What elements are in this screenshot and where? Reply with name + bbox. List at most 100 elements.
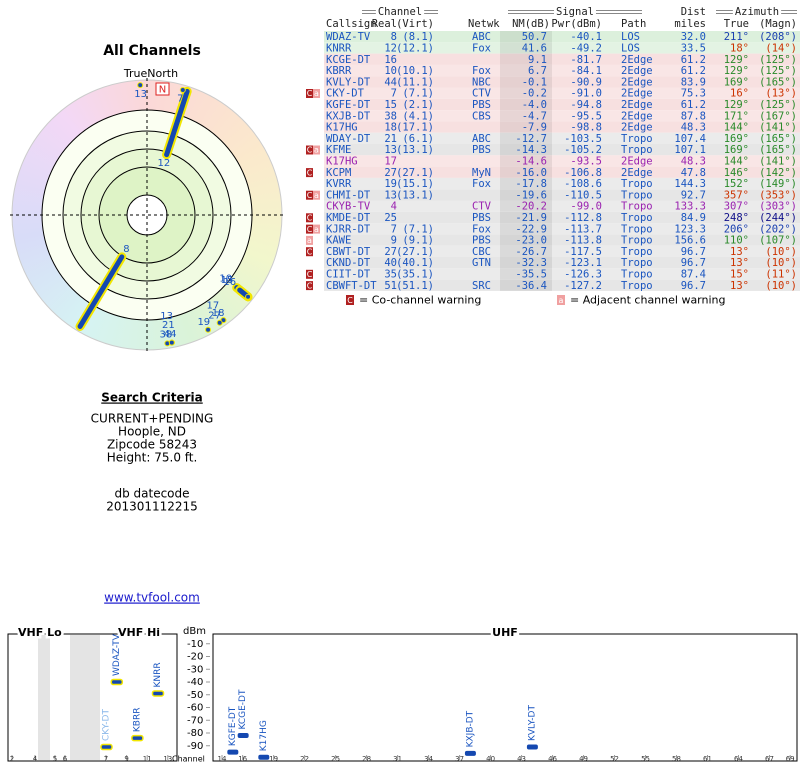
cell-nm: -17.8 [515,178,547,190]
cell-netwk: PBS [472,212,491,224]
signal-bar [164,88,190,158]
column-header: Path [621,18,646,30]
cell-real: 51 [384,280,397,292]
cell-dist: 123.3 [674,223,706,235]
cell-az: 110° [724,235,749,247]
cell-nm: 6.7 [528,65,547,77]
x-axis-label: Channel [172,755,205,764]
legend-icon [557,295,565,305]
cell-dist: 107.1 [674,144,706,156]
cell-dist: 48.3 [681,122,706,134]
row-background [324,76,800,88]
y-tick-label: -40 [187,677,203,688]
warning-icon [306,269,313,279]
column-header: (Magn) [759,18,797,30]
x-tick-label: 4 [33,755,38,763]
warning-letter: a [314,191,319,200]
cell-real: 21 [384,133,397,145]
cell-callsign: KVRR [326,178,352,190]
cell-callsign: K17HG [326,122,358,134]
cell-dist: 47.8 [681,167,706,179]
spectrum-bar [131,734,144,742]
cell-callsign: KJRR-DT [326,223,371,235]
cell-netwk: ABC [472,31,491,43]
warning-icon [306,281,313,291]
cell-dist: 61.2 [681,65,706,77]
cell-netwk: Fox [472,42,491,54]
cell-virt: (35.1) [396,268,434,280]
cell-netwk: Fox [472,178,491,190]
cell-magn: (142°) [759,167,797,179]
cell-az: 13° [730,257,749,269]
cell-real: 15 [384,99,397,111]
cell-nm: -0.1 [522,76,547,88]
spectrum-bar [100,743,113,751]
cell-path: 2Edge [621,76,653,88]
cell-magn: (10°) [765,280,797,292]
station-label: WDAZ-TV [112,633,122,676]
cell-dist: 92.7 [681,189,706,201]
cell-real: 27 [384,246,397,258]
legend-letter: a [559,296,564,305]
cell-real: 12 [384,42,397,54]
nm-column [500,234,552,246]
legend-letter: C [347,296,353,305]
cell-magn: (244°) [759,212,797,224]
cell-magn: (141°) [759,155,797,167]
cell-path: Tropo [621,212,653,224]
nm-column [500,245,552,257]
cell-nm: -14.3 [515,144,547,156]
nm-column [500,268,552,280]
cell-az: 206° [724,223,749,235]
nm-column [500,64,552,77]
cell-real: 9 [391,235,397,247]
column-header: Pwr(dBm) [551,18,602,30]
channel-label: 13 [160,311,173,322]
cell-az: 129° [724,99,749,111]
row-background [324,268,800,280]
x-tick-label: 2 [10,755,14,763]
band-gap [70,635,100,760]
channel-label: 19 [197,317,210,328]
row-background [324,177,800,190]
cell-magn: (125°) [759,99,797,111]
nm-column [500,31,552,43]
spectrum-bar [237,733,249,739]
cell-path: 2Edge [621,65,653,77]
row-background [324,279,800,291]
cell-path: 2Edge [621,122,653,134]
cell-az: 152° [724,178,749,190]
site-link[interactable]: www.tvfool.com [104,591,200,605]
cell-pwr: -106.8 [564,167,602,179]
column-header: Real [372,18,397,30]
column-header: miles [674,18,706,30]
cell-virt: (6.1) [402,133,434,145]
warning-icon [313,89,320,98]
x-tick-label: 49 [579,755,588,763]
cell-nm: 50.7 [522,31,547,43]
warning-letter: C [307,191,313,200]
cell-real: 18 [384,122,397,134]
cell-callsign: CBWT-DT [326,246,371,258]
y-tick-label: -60 [187,703,203,714]
cell-path: 2Edge [621,88,653,100]
cell-virt: (4.1) [402,110,434,122]
cell-callsign: CBWFT-DT [326,280,377,292]
station-label: K17HG [259,720,269,751]
cell-netwk: MyN [472,167,491,179]
cell-dist: 48.3 [681,155,706,167]
nm-column [500,166,552,178]
cell-magn: (202°) [759,223,797,235]
cell-pwr: -103.5 [564,133,602,145]
nm-column [500,42,552,54]
channel-label: 17 [206,301,219,312]
warning-letter: a [314,89,319,98]
y-tick-label: -90 [187,741,203,752]
cell-az: 13° [730,246,749,258]
warning-icon [306,247,313,257]
cell-magn: (10°) [765,246,797,258]
cell-az: 144° [724,155,749,167]
north-marker: N [159,85,166,96]
signal-dot [216,319,223,326]
